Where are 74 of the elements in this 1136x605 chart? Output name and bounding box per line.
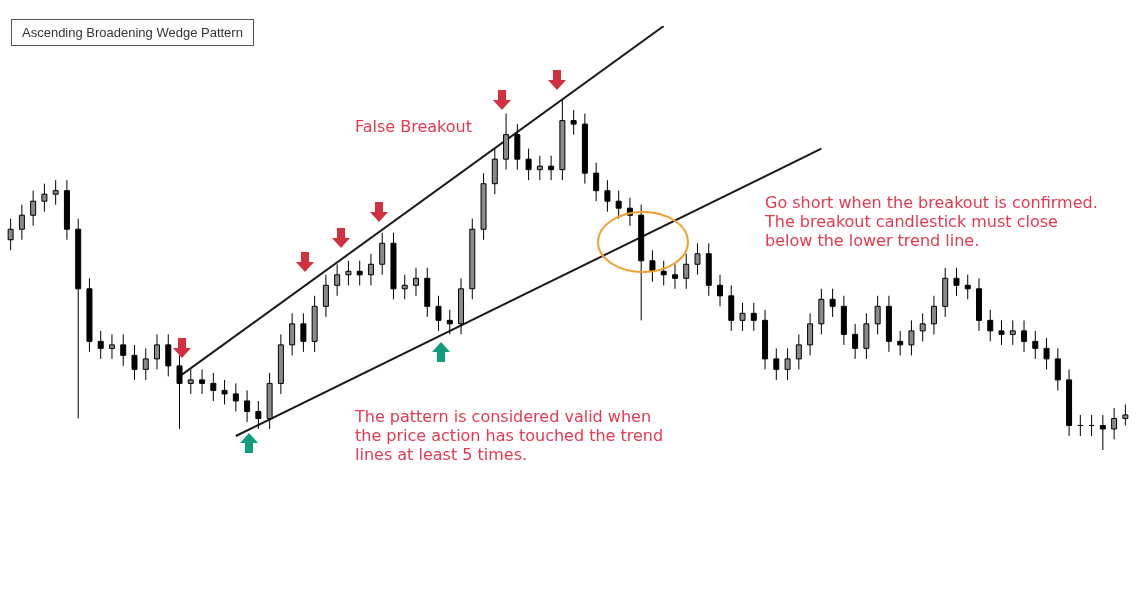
candlestick <box>97 330 104 360</box>
candlestick <box>1054 347 1061 391</box>
candlestick <box>221 379 228 405</box>
candlestick <box>998 319 1005 346</box>
candlestick <box>784 347 791 381</box>
candlestick <box>694 242 701 276</box>
candlestick <box>244 389 251 423</box>
candlestick <box>108 333 115 360</box>
candlestick <box>593 162 600 202</box>
candlestick <box>187 368 194 395</box>
candlestick <box>570 109 577 136</box>
candlestick <box>525 148 532 181</box>
candlestick <box>41 183 48 213</box>
candlestick <box>300 312 307 353</box>
candlestick <box>897 330 904 356</box>
candlestick <box>379 232 386 276</box>
candlestick <box>953 267 960 297</box>
candlestick <box>165 333 172 377</box>
candlestick <box>649 249 656 283</box>
candlestick <box>356 260 363 286</box>
candlestick <box>1032 330 1039 360</box>
candlestick <box>930 295 937 335</box>
candlestick <box>1009 319 1016 346</box>
candlestick <box>367 253 374 286</box>
candlestick <box>1099 414 1106 450</box>
candlestick <box>773 347 780 381</box>
candlestick <box>739 302 746 332</box>
candlestick <box>874 295 881 335</box>
candlestick <box>334 263 341 297</box>
candlestick <box>289 312 296 356</box>
candlestick <box>401 274 408 300</box>
candlestick <box>548 155 555 181</box>
candlestick <box>795 333 802 370</box>
candlestick <box>717 274 724 307</box>
candlestick <box>7 218 14 251</box>
candlestick <box>1122 403 1129 426</box>
candlestick <box>142 347 149 381</box>
candlestick <box>322 274 329 318</box>
candlestick <box>120 333 127 367</box>
candlestick <box>446 309 453 335</box>
candlestick <box>18 204 25 241</box>
annotation: False Breakout <box>355 117 472 136</box>
candlestick <box>1111 407 1118 440</box>
candlestick <box>987 309 994 342</box>
candlestick <box>1043 337 1050 370</box>
candlestick <box>154 333 161 370</box>
candlestick <box>435 295 442 332</box>
candlestick <box>671 263 678 290</box>
candlestick <box>615 190 622 220</box>
candlestick <box>964 274 971 300</box>
candlestick <box>852 323 859 360</box>
candlestick <box>683 253 690 290</box>
candlestick <box>30 190 37 227</box>
candlestick <box>131 344 138 381</box>
candlestick <box>345 260 352 286</box>
candlestick <box>807 312 814 356</box>
candlestick <box>255 400 262 430</box>
candlestick <box>1021 319 1028 353</box>
candlestick <box>908 319 915 356</box>
candlestick <box>750 302 757 332</box>
candlestick <box>604 179 611 213</box>
annotation: The pattern is considered valid when the price action has touched the trend lines at least 5 times. <box>355 407 664 464</box>
candlestick <box>199 368 206 395</box>
candlestick <box>210 372 217 402</box>
candlestick <box>829 288 836 318</box>
candlestick <box>412 267 419 297</box>
candlestick <box>919 312 926 342</box>
candlestick <box>52 179 59 206</box>
candlestick <box>536 155 543 181</box>
candlestick <box>176 354 183 430</box>
candlestick <box>232 382 239 412</box>
annotation: Go short when the breakout is confirmed. The breakout candlestick must close below the lower trend line. <box>765 193 1098 250</box>
chart-title: Ascending Broadening Wedge Pattern <box>11 19 254 46</box>
candlestick <box>660 260 667 286</box>
